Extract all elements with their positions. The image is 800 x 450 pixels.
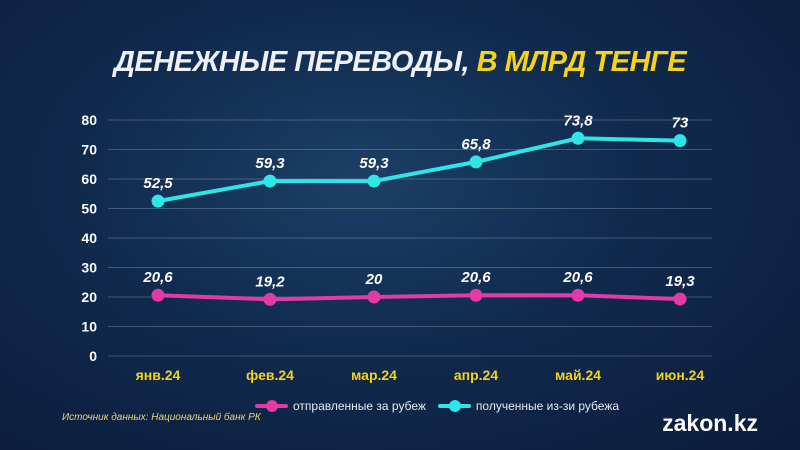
x-tick-label: фев.24 [246,367,294,383]
data-point [263,292,277,306]
legend-item-sent: отправленные за рубеж [255,399,426,413]
x-tick-label: мар.24 [351,367,397,383]
source-note: Источник данных: Национальный банк РК [62,412,261,423]
data-label: 59,3 [359,155,389,172]
data-point [151,288,165,302]
data-point [151,194,165,208]
data-label: 19,2 [255,273,285,290]
legend-swatch-sent [255,400,288,412]
series-line-received [157,136,681,204]
x-tick-label: май.24 [555,367,601,383]
y-tick-label: 60 [81,171,97,187]
chart-title: ДЕНЕЖНЫЕ ПЕРЕВОДЫ, В МЛРД ТЕНГЕ [113,46,687,78]
data-label: 65,8 [461,136,491,153]
data-point [469,155,483,169]
data-label: 73 [672,115,689,132]
x-tick-label: апр.24 [454,367,498,383]
data-point [673,134,687,148]
data-point [571,131,585,145]
y-tick-label: 10 [81,319,97,335]
data-point [571,288,585,302]
legend-item-received: полученные из-зи рубежа [437,399,619,413]
data-label: 20,6 [562,269,593,286]
data-label: 19,3 [665,273,695,290]
data-label: 20,6 [142,269,173,286]
x-tick-label: янв.24 [136,367,181,383]
x-tick-label: июн.24 [656,367,705,383]
data-point [263,174,277,188]
y-tick-label: 40 [81,230,97,246]
series-line-sent [157,293,681,302]
data-label: 59,3 [255,155,285,172]
data-point [367,290,381,304]
y-tick-label: 50 [81,201,97,217]
y-tick-label: 30 [81,260,97,276]
logo: zakon.kz [662,410,758,436]
data-label: 73,8 [563,112,593,129]
data-label: 52,5 [143,175,173,192]
data-point [673,292,687,306]
legend: отправленные за рубеж полученные из-зи р… [255,399,619,413]
data-point [469,288,483,302]
data-point [367,174,381,188]
y-tick-label: 20 [81,289,97,305]
y-tick-label: 70 [81,142,97,158]
legend-swatch-received [437,400,471,412]
y-tick-label: 0 [89,348,97,364]
data-label: 20,6 [460,269,491,286]
y-tick-label: 80 [81,112,97,128]
data-label: 20 [365,271,383,288]
